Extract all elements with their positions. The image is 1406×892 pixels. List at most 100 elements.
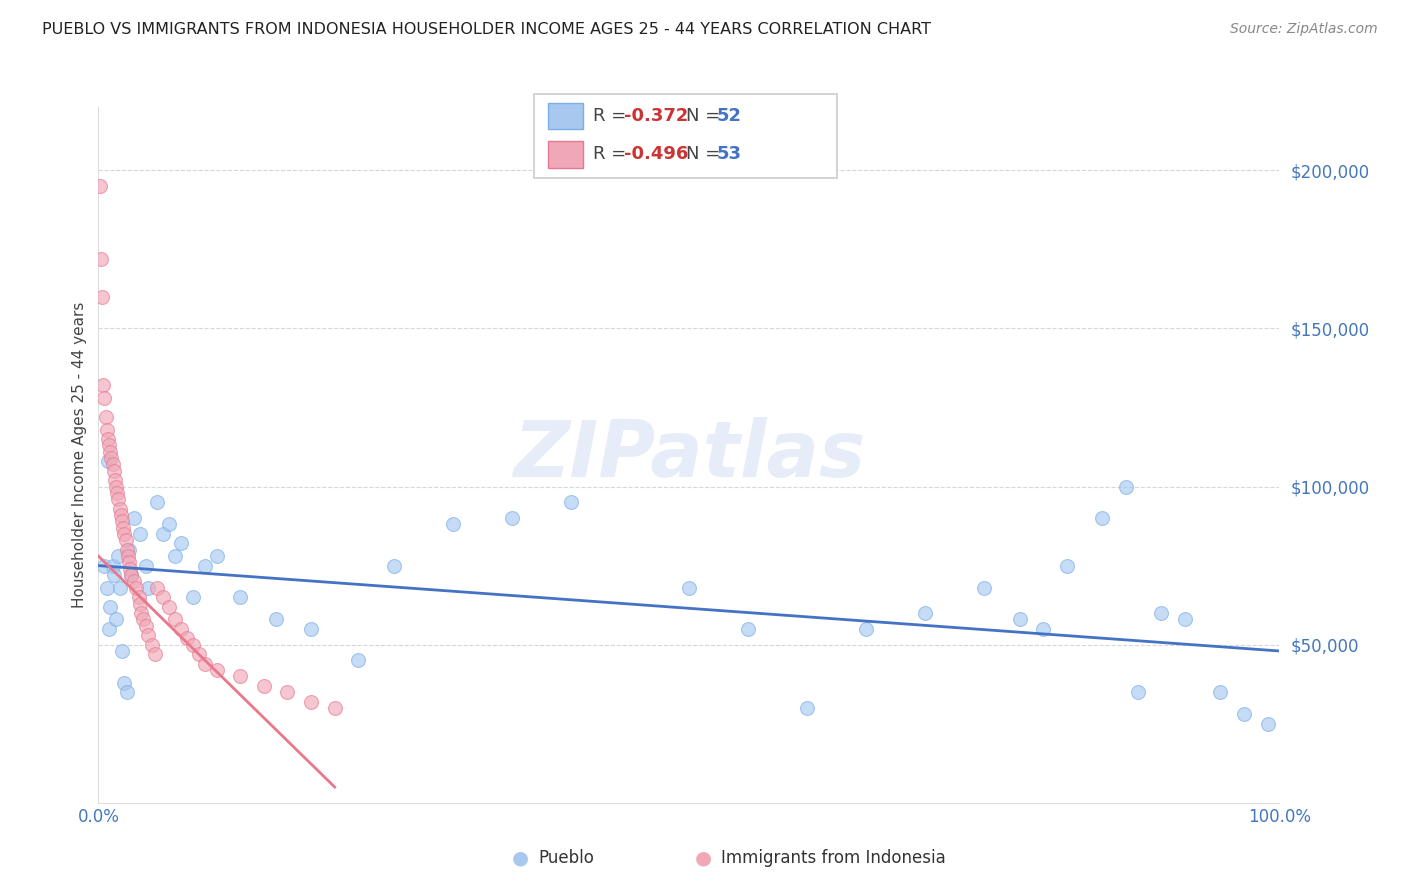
Point	[121, 568, 143, 582]
Point	[737, 622, 759, 636]
Point	[1233, 707, 1256, 722]
Point	[107, 492, 129, 507]
Point	[105, 486, 128, 500]
Point	[1056, 558, 1078, 573]
Point	[91, 290, 114, 304]
Point	[165, 612, 187, 626]
Point	[382, 558, 405, 573]
Point	[100, 451, 122, 466]
Point	[157, 517, 180, 532]
Text: N =: N =	[686, 107, 725, 125]
Point	[165, 549, 187, 563]
Text: -0.372: -0.372	[624, 107, 689, 125]
Text: Source: ZipAtlas.com: Source: ZipAtlas.com	[1230, 22, 1378, 37]
Point	[105, 612, 128, 626]
Point	[187, 647, 209, 661]
Point	[855, 622, 877, 636]
Point	[501, 511, 523, 525]
Point	[118, 556, 141, 570]
Point	[97, 432, 120, 446]
Point	[98, 622, 121, 636]
Point	[914, 606, 936, 620]
Point	[141, 638, 163, 652]
Point	[152, 591, 174, 605]
Point	[157, 599, 180, 614]
Text: 52: 52	[717, 107, 742, 125]
Point	[111, 644, 134, 658]
Point	[176, 632, 198, 646]
Point	[122, 511, 145, 525]
Point	[108, 581, 131, 595]
Point	[135, 618, 157, 632]
Point	[98, 438, 121, 452]
Point	[264, 612, 287, 626]
Point	[136, 628, 159, 642]
Point	[128, 597, 150, 611]
Point	[205, 663, 228, 677]
Point	[181, 591, 204, 605]
Y-axis label: Householder Income Ages 25 - 44 years: Householder Income Ages 25 - 44 years	[72, 301, 87, 608]
Point	[112, 527, 135, 541]
Point	[146, 581, 169, 595]
Point	[973, 581, 995, 595]
Point	[93, 391, 115, 405]
Point	[93, 558, 115, 573]
Point	[181, 638, 204, 652]
Point	[136, 581, 159, 595]
Point	[146, 495, 169, 509]
Point	[89, 179, 111, 194]
Point	[323, 701, 346, 715]
Point	[128, 527, 150, 541]
Point	[129, 606, 152, 620]
Point	[101, 558, 124, 573]
Point	[104, 473, 127, 487]
Text: ●: ●	[512, 848, 529, 868]
Point	[1174, 612, 1197, 626]
Point	[205, 549, 228, 563]
Point	[1209, 685, 1232, 699]
Point	[135, 558, 157, 573]
Point	[560, 495, 582, 509]
Point	[121, 568, 143, 582]
Point	[170, 536, 193, 550]
Point	[194, 657, 217, 671]
Point	[98, 444, 121, 458]
Point	[1115, 479, 1137, 493]
Point	[90, 252, 112, 266]
Point	[229, 591, 252, 605]
Text: -0.496: -0.496	[624, 145, 689, 163]
Point	[96, 423, 118, 437]
Point	[107, 549, 129, 563]
Point	[152, 527, 174, 541]
Point	[1257, 716, 1279, 731]
Point	[108, 501, 131, 516]
Point	[97, 454, 120, 468]
Point	[91, 378, 114, 392]
Text: PUEBLO VS IMMIGRANTS FROM INDONESIA HOUSEHOLDER INCOME AGES 25 - 44 YEARS CORREL: PUEBLO VS IMMIGRANTS FROM INDONESIA HOUS…	[42, 22, 931, 37]
Point	[678, 581, 700, 595]
Point	[98, 599, 121, 614]
Point	[299, 695, 322, 709]
Text: R =: R =	[593, 107, 633, 125]
Text: ZIPatlas: ZIPatlas	[513, 417, 865, 493]
Point	[118, 542, 141, 557]
Point	[111, 514, 134, 528]
Point	[170, 622, 193, 636]
Point	[94, 409, 117, 424]
Point	[96, 581, 118, 595]
Point	[441, 517, 464, 532]
Point	[1126, 685, 1149, 699]
Point	[112, 675, 135, 690]
Point	[120, 562, 142, 576]
Point	[1032, 622, 1054, 636]
Point	[114, 533, 136, 548]
Point	[128, 591, 150, 605]
Text: Immigrants from Indonesia: Immigrants from Indonesia	[721, 849, 946, 867]
Text: N =: N =	[686, 145, 725, 163]
Text: Pueblo: Pueblo	[538, 849, 595, 867]
Point	[115, 542, 138, 557]
Point	[101, 458, 124, 472]
Point	[105, 479, 128, 493]
Point	[112, 521, 135, 535]
Point	[1091, 511, 1114, 525]
